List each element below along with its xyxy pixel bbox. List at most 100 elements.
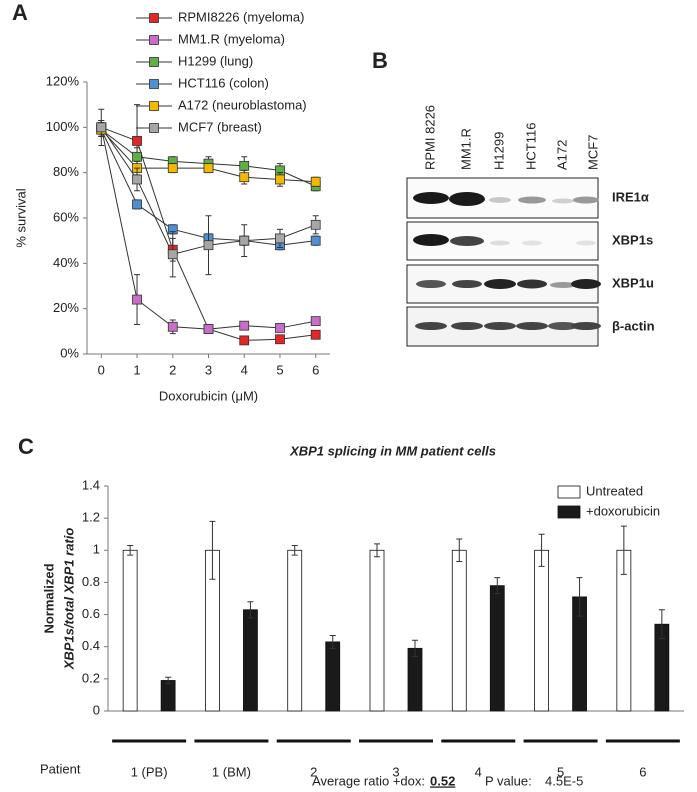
marker — [310, 219, 321, 230]
panel-label: C — [18, 434, 34, 459]
x-tick-label: 6 — [312, 362, 319, 377]
x-tick-label: 5 — [276, 362, 283, 377]
annotation: Average ratio +dox: — [312, 773, 425, 788]
y-axis-label: Normalized — [41, 563, 56, 633]
x-tick-label: 6 — [639, 764, 646, 779]
marker — [203, 163, 214, 174]
error-bar — [538, 533, 545, 567]
legend-label: RPMI8226 (myeloma) — [178, 9, 304, 24]
x-tick-label: 0 — [98, 362, 105, 377]
lane-label: MM1.R — [458, 128, 473, 170]
x-tick-label: 4 — [241, 362, 248, 377]
legend-marker — [149, 101, 159, 111]
bar — [325, 641, 341, 712]
marker — [239, 320, 250, 331]
error-bar — [247, 601, 254, 619]
error-bar — [494, 577, 501, 595]
x-tick-label: 1 — [133, 362, 140, 377]
y-tick-label: 0.2 — [82, 670, 100, 685]
bar — [287, 549, 303, 712]
error-bar — [412, 639, 418, 657]
annotation-value: 4.5E-5 — [545, 773, 583, 788]
legend-marker — [149, 13, 159, 23]
chart-title: XBP1 splicing in MM patient cells — [289, 443, 496, 458]
legend-label: +doxorubicin — [586, 503, 660, 518]
x-tick-label: 4 — [475, 764, 482, 779]
lane-label: RPMI 8226 — [422, 105, 437, 170]
marker — [167, 249, 178, 260]
y-axis-label: % survival — [13, 188, 28, 247]
legend-marker — [149, 79, 159, 89]
bar — [369, 549, 385, 712]
marker — [167, 321, 178, 332]
marker — [310, 176, 321, 187]
bar — [534, 549, 549, 712]
y-tick-label: 0.6 — [82, 606, 100, 621]
legend-label: A172 (neuroblastoma) — [178, 97, 307, 112]
marker — [132, 294, 142, 305]
y-axis-label: XBP1s/total XBP1 ratio — [61, 528, 76, 671]
error-bar — [291, 544, 298, 556]
y-tick-label: 40% — [53, 255, 79, 270]
marker — [132, 174, 142, 185]
bar — [451, 549, 467, 712]
legend-label: Untreated — [586, 483, 643, 498]
marker — [203, 324, 214, 334]
x-tick-label: 2 — [310, 764, 317, 779]
marker — [203, 240, 214, 251]
marker — [239, 172, 250, 183]
y-tick-label: 80% — [53, 164, 79, 179]
x-tick-label: 1 (BM) — [212, 764, 251, 779]
legend-marker — [149, 57, 159, 67]
legend-label: H1299 (lung) — [178, 53, 253, 68]
band-label: XBP1s — [612, 232, 653, 247]
legend-label: HCT116 (colon) — [178, 75, 269, 90]
x-tick-label: 5 — [557, 764, 564, 779]
bar — [160, 680, 176, 712]
error-bar — [620, 525, 627, 575]
legend-label: MM1.R (myeloma) — [178, 31, 285, 46]
y-tick-label: 0% — [60, 345, 79, 360]
annotation: P value: — [485, 773, 532, 788]
y-tick-label: 60% — [53, 209, 79, 224]
x-tick-label: 1 (PB) — [131, 764, 168, 779]
error-bar — [576, 577, 583, 617]
marker — [275, 334, 285, 345]
marker — [239, 335, 250, 346]
x-tick-label: 3 — [205, 362, 212, 377]
marker — [132, 136, 142, 146]
panel-label: B — [372, 48, 388, 73]
error-bar — [165, 676, 172, 685]
band-label: XBP1u — [612, 275, 654, 290]
y-tick-label: 120% — [46, 73, 80, 88]
band-label: β-actin — [612, 318, 655, 333]
y-tick-label: 1 — [93, 542, 100, 557]
lane-label: A172 — [554, 140, 569, 170]
marker — [239, 160, 250, 171]
error-bar — [127, 544, 134, 556]
y-tick-label: 100% — [46, 119, 80, 134]
bar — [407, 647, 423, 712]
legend-marker — [149, 123, 159, 133]
error-bar — [374, 543, 380, 558]
x-tick-label: 3 — [392, 764, 399, 779]
error-bar — [209, 520, 216, 580]
legend-label: MCF7 (breast) — [178, 119, 262, 134]
blot-image — [406, 177, 601, 347]
legend-marker — [557, 505, 581, 519]
marker — [310, 235, 321, 246]
marker — [310, 329, 321, 340]
lane-label: MCF7 — [585, 135, 600, 170]
panel-label: A — [12, 0, 28, 25]
bar — [489, 585, 505, 712]
lane-label: HCT116 — [523, 123, 538, 170]
y-tick-label: 1.2 — [82, 510, 100, 525]
marker — [275, 174, 285, 185]
marker — [310, 316, 321, 327]
marker — [132, 199, 142, 210]
marker — [275, 233, 285, 244]
x-axis-label: Patient — [40, 761, 81, 776]
marker — [275, 323, 285, 333]
y-tick-label: 20% — [53, 300, 79, 315]
